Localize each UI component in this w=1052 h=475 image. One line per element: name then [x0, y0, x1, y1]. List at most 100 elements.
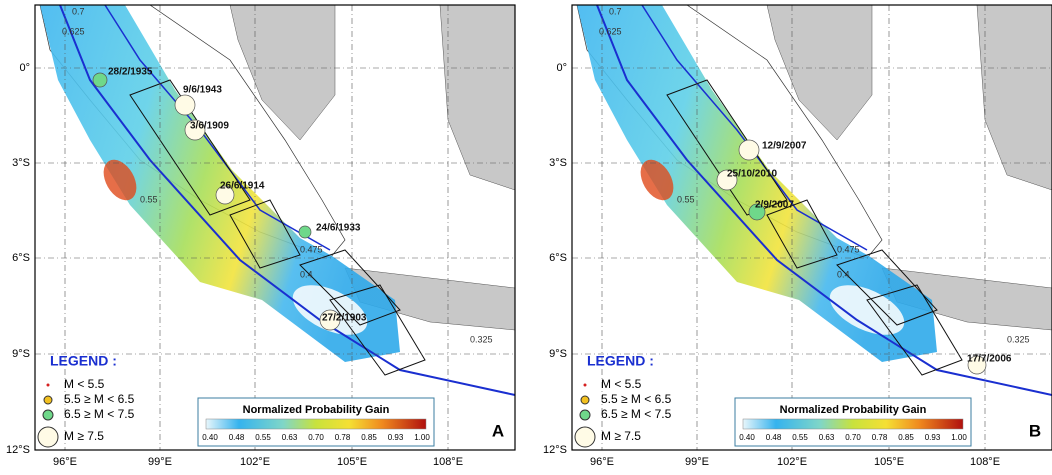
- event-date: 12/9/2007: [762, 141, 807, 152]
- colorbar-tick: 0.55: [792, 433, 808, 442]
- earthquake: [716, 169, 738, 191]
- contour-label: 0.325: [470, 334, 493, 344]
- segment-box: [129, 79, 251, 216]
- lat-label: 0°: [19, 62, 30, 74]
- earthquake: [748, 203, 766, 221]
- legend-item: M < 5.5: [601, 377, 642, 391]
- lon-label: 105°E: [874, 456, 904, 468]
- lat-label: 3°S: [549, 157, 567, 169]
- legend-marker: [580, 395, 590, 405]
- earthquake: [738, 139, 760, 161]
- colorbar-tick: 0.70: [308, 433, 324, 442]
- colorbar-tick: 0.63: [819, 433, 835, 442]
- event-date: 28/2/1935: [108, 67, 153, 78]
- colorbar-tick: 0.78: [335, 433, 351, 442]
- event-date: 3/6/1909: [190, 121, 229, 132]
- lat-label: 12°S: [543, 444, 567, 456]
- segment-box: [866, 284, 963, 376]
- colorbar-tick: 0.85: [361, 433, 377, 442]
- colorbar: [742, 418, 964, 430]
- legend-marker: [583, 383, 587, 387]
- lat-label: 6°S: [12, 252, 30, 264]
- earthquake: [298, 225, 312, 239]
- colorbar-tick: 0.48: [229, 433, 245, 442]
- lon-label: 102°E: [777, 456, 807, 468]
- trench: [596, 4, 1052, 396]
- colorbar: [205, 418, 427, 430]
- colorbar-tick: 0.78: [872, 433, 888, 442]
- colorbar-tick: 0.40: [739, 433, 755, 442]
- panel-label: A: [492, 421, 504, 440]
- fault: [641, 4, 868, 251]
- colorbar-tick: 0.85: [898, 433, 914, 442]
- event-date: 27/2/1903: [322, 313, 367, 324]
- legend-marker: [579, 409, 591, 421]
- earthquake: [967, 355, 987, 375]
- event-date: 9/6/1943: [183, 85, 222, 96]
- contour-label: 0.475: [300, 244, 323, 254]
- lat-label: 3°S: [12, 157, 30, 169]
- legend-marker: [37, 426, 59, 448]
- colorbar-tick: 0.48: [766, 433, 782, 442]
- contour-label: 0.4: [300, 269, 313, 279]
- legend-marker: [574, 426, 596, 448]
- legend-item: M ≥ 7.5: [601, 429, 641, 443]
- segment-box: [229, 199, 301, 269]
- legend-marker: [46, 383, 50, 387]
- lon-label: 96°E: [590, 456, 614, 468]
- legend-item: M ≥ 7.5: [64, 429, 104, 443]
- event-date: 24/6/1933: [316, 223, 361, 234]
- colorbar-title: Normalized Probability Gain: [780, 404, 927, 416]
- colorbar-tick: 0.55: [255, 433, 271, 442]
- contour-label: 0.55: [140, 194, 158, 204]
- probability-field: [40, 5, 400, 362]
- panel-label: B: [1029, 421, 1041, 440]
- lon-label: 108°E: [433, 456, 463, 468]
- map-frame: [34, 4, 516, 451]
- earthquake: [215, 185, 235, 205]
- map-panel: 0° 3°S 6°S 9°S 12°S 96°E 99°E 102°E 105°E 108°E 0.…: [6, 4, 516, 468]
- probability-field: [577, 5, 937, 362]
- colorbar-title: Normalized Probability Gain: [243, 404, 390, 416]
- event-date: 26/6/1914: [220, 181, 265, 192]
- segment-box: [766, 199, 838, 269]
- earthquake: [92, 72, 108, 88]
- legend-item: 5.5 ≥ M < 6.5: [601, 392, 672, 406]
- contour-label: 0.4: [837, 269, 850, 279]
- legend-item: 6.5 ≥ M < 7.5: [601, 407, 672, 421]
- lon-label: 108°E: [970, 456, 1000, 468]
- contour-label: 0.625: [599, 26, 622, 36]
- low-zone: [829, 285, 905, 335]
- lat-label: 0°: [556, 62, 567, 74]
- lon-label: 99°E: [685, 456, 709, 468]
- legend-item: 6.5 ≥ M < 7.5: [64, 407, 135, 421]
- legend-title: LEGEND :: [587, 353, 654, 369]
- lon-label: 105°E: [337, 456, 367, 468]
- hotspot: [103, 159, 137, 201]
- colorbar-tick: 0.40: [202, 433, 218, 442]
- earthquake: [174, 94, 196, 116]
- colorbar-tick: 0.63: [282, 433, 298, 442]
- event-date: 2/9/2007: [755, 200, 794, 211]
- contour-label: 0.7: [609, 6, 622, 16]
- segment-box: [836, 249, 938, 326]
- contour-label: 0.475: [837, 244, 860, 254]
- event-date: 25/10/2010: [727, 169, 777, 180]
- lon-label: 102°E: [240, 456, 270, 468]
- lat-label: 12°S: [6, 444, 30, 456]
- lat-label: 9°S: [12, 348, 30, 360]
- legend-title: LEGEND :: [50, 353, 117, 369]
- segment-box: [299, 249, 401, 326]
- colorbar-tick: 1.00: [414, 433, 430, 442]
- contour-label: 0.325: [1007, 334, 1030, 344]
- contour-label: 0.55: [677, 194, 695, 204]
- legend-marker: [42, 409, 54, 421]
- colorbar-tick: 1.00: [951, 433, 967, 442]
- segment-box: [329, 284, 426, 376]
- legend-item: 5.5 ≥ M < 6.5: [64, 392, 135, 406]
- event-date: 17/7/2006: [967, 354, 1012, 365]
- lon-label: 99°E: [148, 456, 172, 468]
- trench: [59, 4, 516, 396]
- earthquake: [319, 309, 341, 331]
